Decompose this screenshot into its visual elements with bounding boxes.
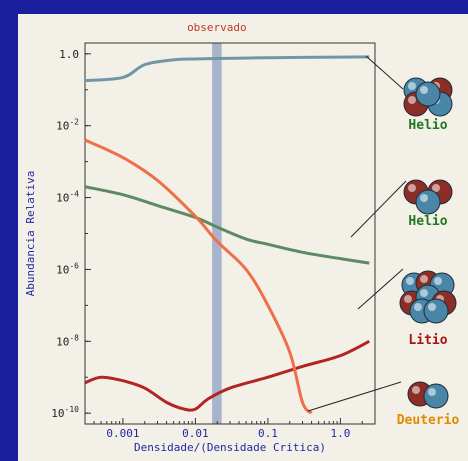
legend-label-deuterio: Deuterio [397, 413, 460, 428]
y-tick-label: 10-4 [56, 190, 79, 205]
x-tick-label: 1.0 [330, 427, 350, 440]
nucleon-icon [415, 81, 441, 107]
observed-band [212, 43, 222, 424]
abundance-chart: observado 0.001 0.01 0.1 1.0 Densidade/(Densi… [24, 21, 460, 454]
x-tick-label: 0.1 [258, 427, 278, 440]
y-tick-label: 1.0 [59, 48, 79, 61]
series-line-helio3 [84, 185, 370, 265]
x-tick-label: 0.01 [182, 427, 209, 440]
nucleon-highlight [420, 289, 428, 297]
atom-deuterio-icon [407, 381, 449, 409]
atom-helio4-icon [403, 77, 453, 117]
nucleon-icon [415, 189, 441, 215]
nucleon-highlight [428, 388, 436, 396]
y-tick-label: 10-2 [56, 118, 79, 133]
leader-line-helio3 [350, 180, 407, 238]
chart-frame: observado 0.001 0.01 0.1 1.0 Densidade/(Densi… [18, 14, 468, 461]
atom-litio-icon [399, 270, 457, 324]
leader-line-helio4 [365, 55, 404, 90]
x-axis-label: Densidade/(Densidade Critica) [134, 441, 326, 454]
legend-label-helio4: Helio [408, 118, 447, 133]
y-tick-label: 10-8 [56, 333, 79, 348]
nucleon-highlight [408, 96, 416, 104]
nucleon-highlight [412, 386, 420, 394]
nucleon-highlight [428, 303, 436, 311]
series-line-deuterio [84, 138, 313, 415]
y-tick-label: 10-10 [51, 405, 79, 420]
nucleon-highlight [406, 277, 414, 285]
atom-helio3-icon [403, 179, 453, 215]
nucleon-highlight [420, 275, 428, 283]
legend-label-helio3: Helio [408, 214, 447, 229]
nucleon-highlight [408, 184, 416, 192]
x-tick-label: 0.001 [106, 427, 139, 440]
nucleon-highlight [420, 194, 428, 202]
nucleon-icon [423, 298, 449, 324]
series-line-litio [84, 339, 370, 412]
chart-title: observado [187, 21, 247, 34]
leader-line-litio [357, 268, 404, 310]
nucleon-icon [423, 383, 449, 409]
nucleon-highlight [404, 295, 412, 303]
y-tick-label: 10-6 [56, 261, 79, 276]
nucleon-highlight [432, 184, 440, 192]
nucleon-highlight [408, 82, 416, 90]
nucleon-highlight [420, 86, 428, 94]
y-axis-label: Abundancia Relativa [24, 171, 37, 297]
legend-label-litio: Litio [408, 333, 447, 348]
series-line-helio4 [84, 55, 370, 83]
nucleon-highlight [434, 277, 442, 285]
nucleon-highlight [414, 303, 422, 311]
leader-line-deuterio [307, 381, 402, 412]
